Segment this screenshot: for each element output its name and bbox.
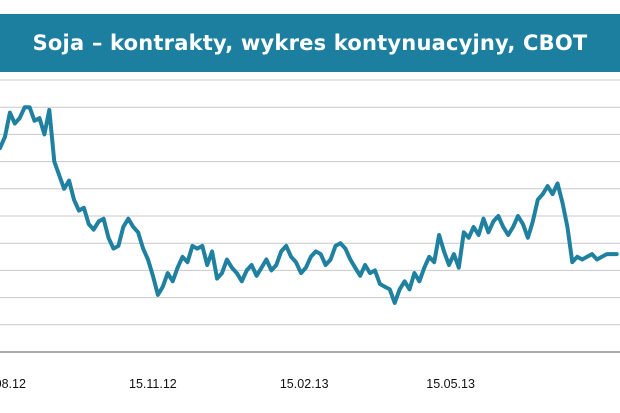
x-tick-label: 15.02.13 [280,377,329,391]
x-tick-label: 15.05.13 [426,377,475,391]
chart-title: Soja – kontrakty, wykres kontynuacyjny, … [32,31,588,55]
gridlines [0,79,620,353]
series-group [0,105,619,305]
x-tick-label: 15.08.12 [0,377,26,391]
series-line-1 [0,105,619,305]
chart-title-banner: Soja – kontrakty, wykres kontynuacyjny, … [0,14,620,72]
x-axis-ticks: 15.08.12 15.11.12 15.02.13 15.05.13 [0,377,475,391]
x-tick-label: 15.11.12 [129,377,177,391]
